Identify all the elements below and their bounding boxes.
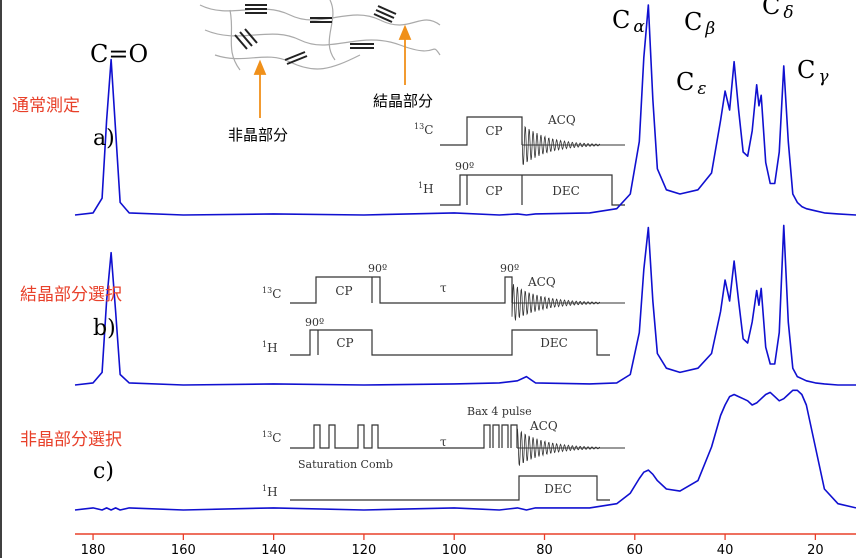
pulse-label: Bax 4 pulse (467, 405, 532, 418)
chart: 非晶部分 結晶部分 13C CP ACQ 1H 90º CP DEC 13C C… (0, 0, 856, 558)
pulse-label: ACQ (529, 419, 558, 433)
peak-label-main: C (612, 6, 630, 34)
isotope-mass: 13 (262, 286, 272, 295)
peak-label: C=O (90, 40, 148, 68)
peak-label-sub: δ (783, 3, 793, 23)
panel-label: a) (93, 126, 115, 151)
spectrum (75, 390, 856, 510)
pulse-label: τ (440, 281, 447, 295)
peak-label-main: C=O (90, 40, 148, 68)
x-tick-label: 140 (261, 543, 286, 558)
mode-label: 通常測定 (12, 96, 80, 116)
peak-label-main: C (762, 0, 780, 20)
x-tick-label: 40 (717, 543, 734, 558)
inset-label: 非晶部分 (228, 126, 288, 144)
spectrum (75, 225, 856, 385)
fid (512, 284, 600, 320)
isotope: H (267, 485, 277, 499)
x-tick-label: 20 (807, 543, 824, 558)
svg-text:1H: 1H (418, 181, 434, 196)
x-tick-label: 180 (81, 543, 106, 558)
svg-text:13C: 13C (262, 286, 281, 301)
pulse-label: Saturation Comb (298, 458, 393, 471)
fid (522, 127, 600, 164)
isotope-mass: 13 (414, 122, 424, 131)
pulse-label: DEC (540, 336, 568, 350)
pulse-label: 90º (368, 262, 387, 275)
x-tick-label: 60 (627, 543, 644, 558)
pulse-sequence-b: 13C CP 90º τ 90º ACQ 1H 90º CP DEC (262, 262, 625, 355)
x-tick-label: 80 (536, 543, 553, 558)
x-tick-label: 160 (171, 543, 196, 558)
peak-label-main: C (684, 8, 702, 36)
peak-label-sub: α (633, 17, 645, 37)
pulse-label: CP (335, 284, 352, 298)
pulse-label: CP (336, 336, 353, 350)
svg-text:13C: 13C (414, 122, 433, 137)
pulse-label: CP (485, 184, 502, 198)
inset-label: 結晶部分 (373, 92, 433, 110)
pulse-sequence-a: 13C CP ACQ 1H 90º CP DEC (414, 113, 625, 205)
fid (517, 429, 600, 466)
x-tick-label: 120 (352, 543, 377, 558)
isotope: H (267, 341, 277, 355)
mode-label: 非晶部分選択 (20, 430, 122, 450)
pulse-label: DEC (544, 482, 572, 496)
pulse-label: ACQ (547, 113, 576, 127)
pulse-label: CP (485, 124, 502, 138)
isotope: C (272, 431, 281, 445)
isotope-mass: 13 (262, 430, 272, 439)
isotope: H (423, 182, 433, 196)
pulse-sequence-c: 13C τ Bax 4 pulse ACQ Saturation Comb 1H… (262, 405, 625, 500)
panel-label: b) (93, 316, 116, 341)
spectrum (75, 5, 856, 215)
peak-label-sub: γ (818, 67, 829, 87)
peak-label-main: C (797, 56, 815, 84)
peak-label-sub: β (704, 19, 715, 39)
peak-label-sub: ε (697, 79, 706, 99)
x-tick-label: 100 (442, 543, 467, 558)
svg-text:1H: 1H (262, 484, 278, 499)
isotope: C (272, 287, 281, 301)
peak-label-main: C (676, 68, 694, 96)
panel-label: c) (93, 459, 114, 484)
pulse-label: 90º (455, 160, 474, 173)
pulse-label: DEC (552, 184, 580, 198)
pulse-label: ACQ (527, 275, 556, 289)
pulse-label: 90º (305, 316, 324, 329)
svg-text:13C: 13C (262, 430, 281, 445)
isotope: C (424, 123, 433, 137)
pulse-label: τ (440, 435, 447, 449)
mode-label: 結晶部分選択 (20, 285, 122, 305)
svg-text:1H: 1H (262, 340, 278, 355)
pulse-label: 90º (500, 262, 519, 275)
